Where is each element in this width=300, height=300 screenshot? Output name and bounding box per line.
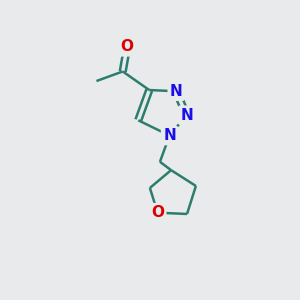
Text: O: O xyxy=(121,39,134,54)
Text: N: N xyxy=(180,108,193,123)
Text: N: N xyxy=(163,128,176,143)
Text: N: N xyxy=(170,84,182,99)
Text: O: O xyxy=(151,205,164,220)
